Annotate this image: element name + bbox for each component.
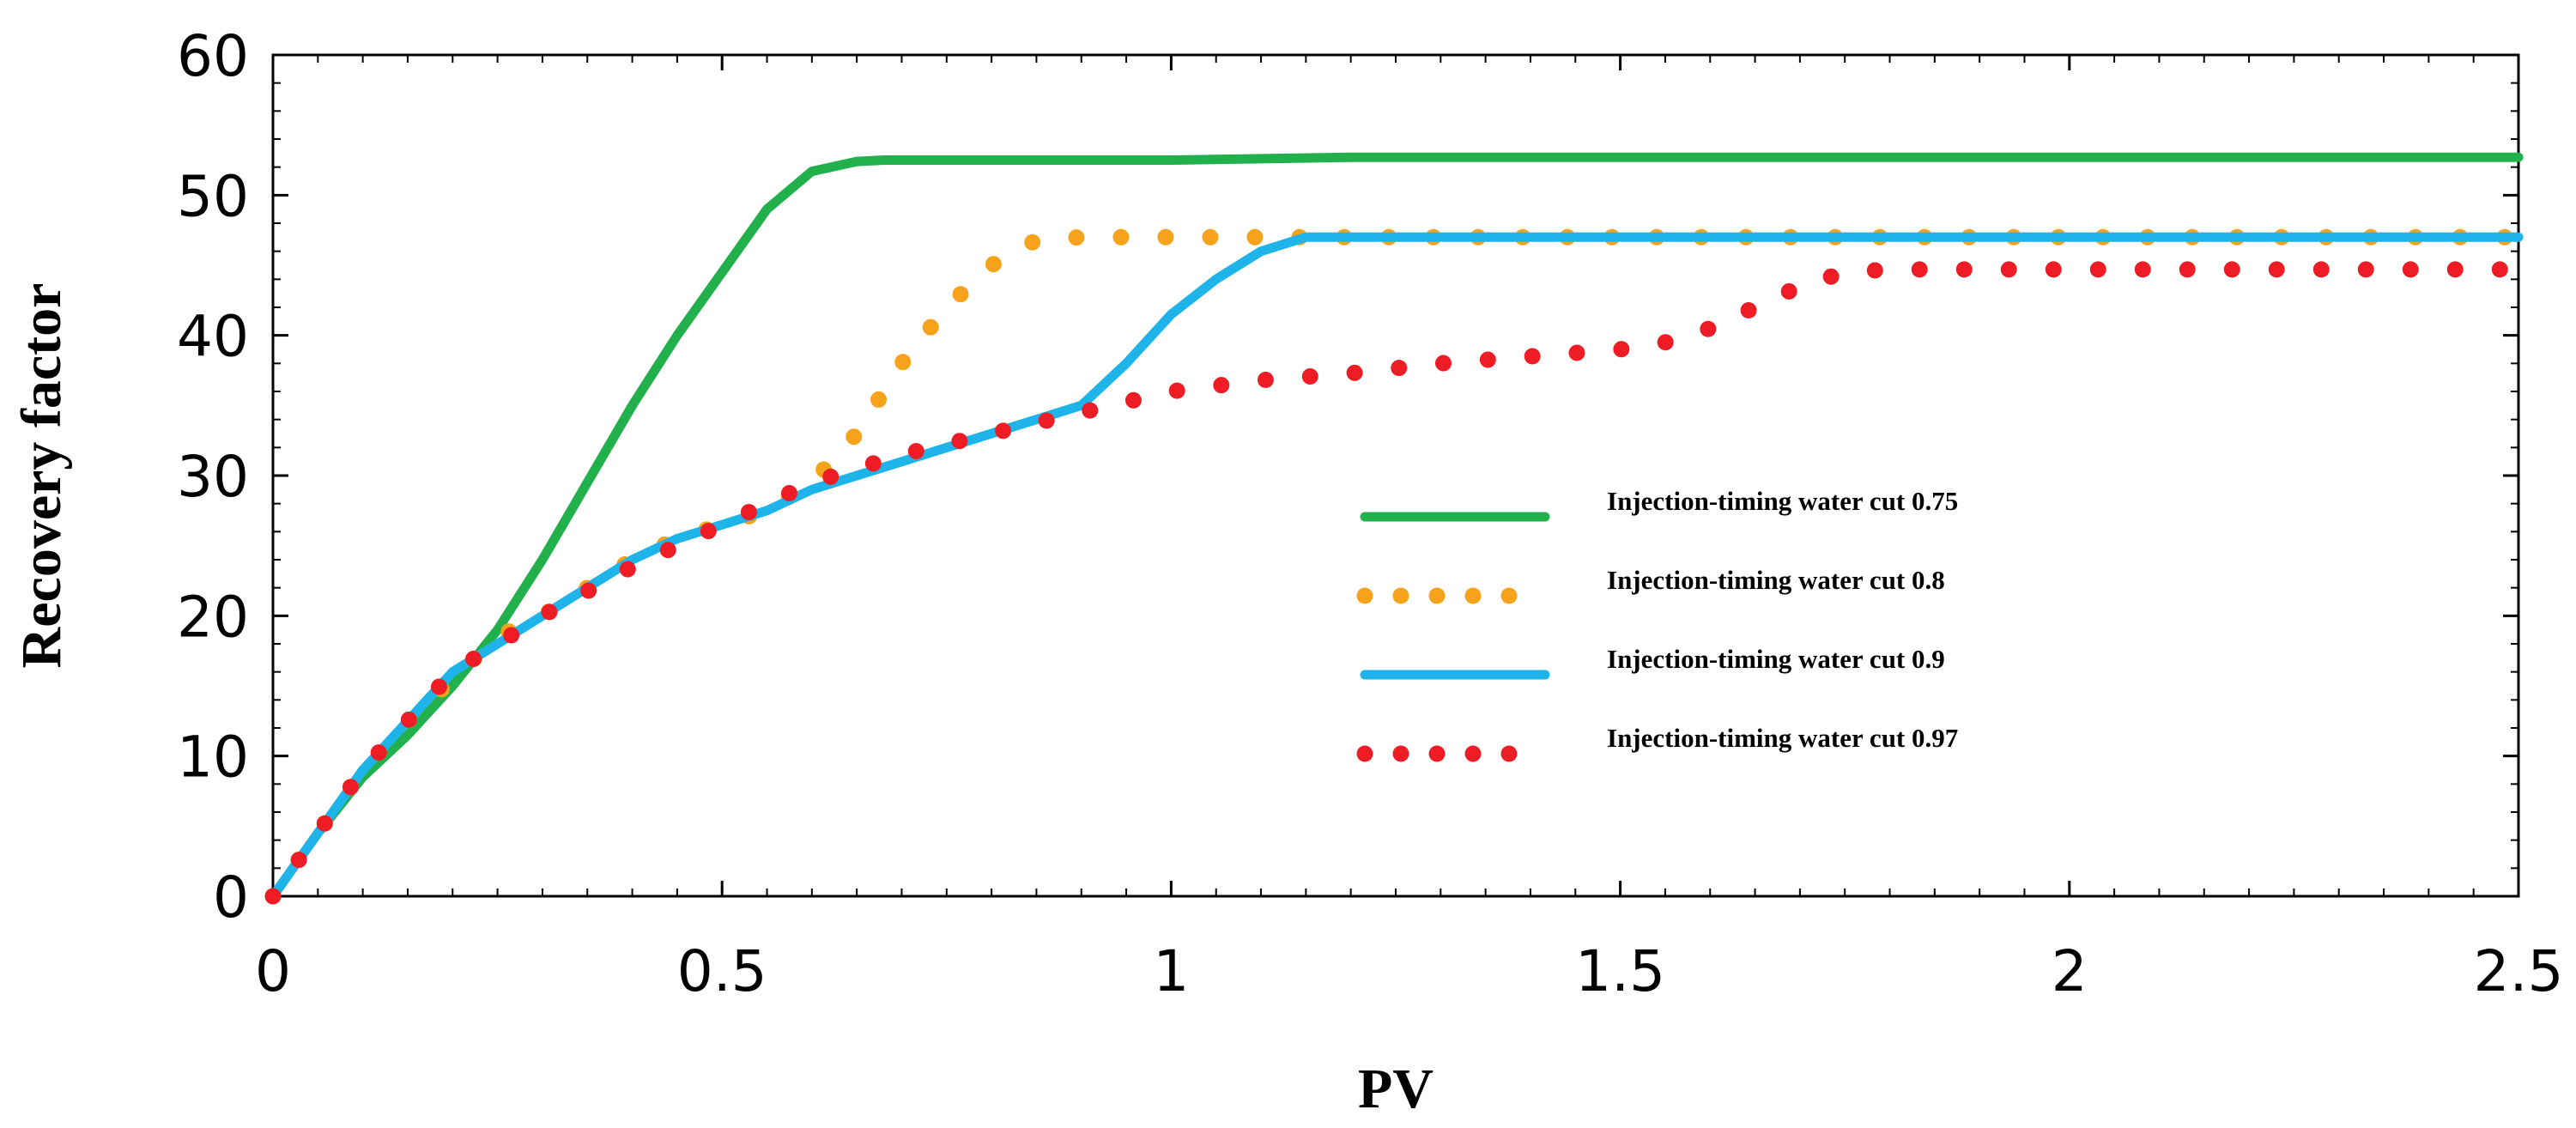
axis-labels: PV Recovery factor — [10, 283, 1433, 1120]
series-layer — [264, 152, 2527, 905]
y-tick-label: 10 — [177, 725, 249, 791]
x-tick-label: 0 — [255, 938, 291, 1004]
x-tick-label: 1 — [1153, 938, 1189, 1004]
legend-label-3: Injection-timing water cut 0.9 — [1607, 644, 1945, 674]
y-tick-label: 30 — [177, 444, 249, 510]
legend: Injection-timing water cut 0.75 Injection… — [1356, 486, 1958, 762]
x-axis-title: PV — [1358, 1058, 1433, 1120]
legend-label-4: Injection-timing water cut 0.97 — [1607, 723, 1958, 753]
y-tick-label: 60 — [177, 23, 249, 89]
series-line-4 — [264, 261, 2527, 905]
series-line-1 — [268, 152, 2524, 901]
series-line-3 — [268, 232, 2524, 901]
legend-label-1: Injection-timing water cut 0.75 — [1607, 486, 1958, 516]
y-tick-label: 50 — [177, 163, 249, 229]
plot-frame — [271, 53, 2520, 898]
x-tick-label: 2.5 — [2474, 938, 2564, 1004]
y-tick-label: 40 — [177, 304, 249, 370]
y-tick-label: 0 — [213, 864, 249, 931]
axis-ticks: 0 0.5 1 1.5 2 2.5 0 10 20 30 40 50 60 — [177, 23, 2563, 1004]
legend-label-2: Injection-timing water cut 0.8 — [1607, 565, 1945, 595]
x-tick-label: 1.5 — [1575, 938, 1665, 1004]
y-tick-label: 20 — [177, 584, 249, 650]
y-axis-title: Recovery factor — [10, 283, 73, 669]
series-line-2 — [264, 228, 2527, 905]
x-tick-label: 0.5 — [677, 938, 767, 1004]
x-tick-label: 2 — [2052, 938, 2088, 1004]
